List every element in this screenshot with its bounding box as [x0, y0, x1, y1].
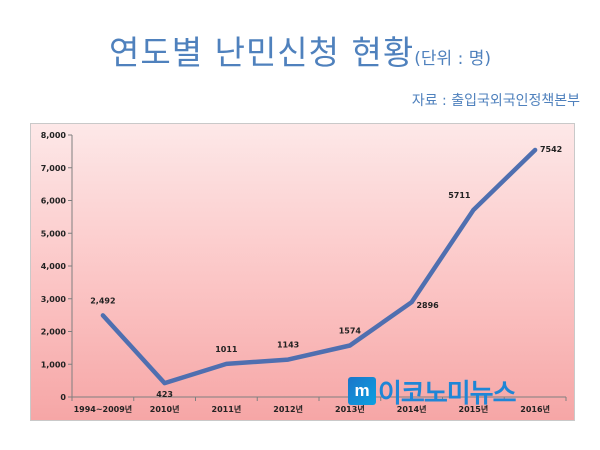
y-tick-label: 6,000	[41, 197, 67, 206]
y-tick-label: 5,000	[41, 229, 67, 238]
economy-news-logo-icon: m	[348, 377, 376, 405]
page-title: 연도별 난민신청 현황(단위 : 명)	[0, 26, 600, 74]
x-tick-label: 1994~2009년	[74, 404, 133, 414]
x-tick-label: 2013년	[335, 404, 365, 414]
x-tick-label: 2016년	[520, 404, 550, 414]
x-tick-label: 2015년	[459, 404, 489, 414]
y-tick-label: 8,000	[41, 131, 67, 140]
x-tick-label: 2011년	[212, 404, 242, 414]
data-label: 7542	[540, 145, 562, 154]
y-tick-label: 4,000	[41, 262, 67, 271]
watermark-text: 이코노미뉴스	[378, 378, 517, 409]
y-tick-label: 0	[60, 393, 66, 402]
data-label: 1011	[215, 345, 238, 354]
y-tick-label: 3,000	[41, 295, 67, 304]
chart-area: 0 1,000 2,000 3,000 4,000 5,000 6,000 7,000 8,00…	[30, 123, 575, 421]
x-tick-label: 2010년	[150, 404, 180, 414]
data-label: 2896	[416, 301, 439, 310]
y-tick-label: 2,000	[41, 328, 67, 337]
watermark: m 이코노미뉴스	[348, 376, 517, 409]
y-tick-label: 1,000	[41, 360, 67, 369]
data-label: 1143	[277, 341, 299, 350]
series-line	[100, 147, 538, 386]
data-label: 2,492	[90, 296, 115, 305]
data-label: 423	[156, 390, 173, 399]
unit-label: (단위 : 명)	[414, 49, 491, 69]
data-label: 5711	[448, 191, 471, 200]
line-chart: 0 1,000 2,000 3,000 4,000 5,000 6,000 7,000 8,00…	[41, 131, 567, 414]
data-label: 1574	[339, 326, 362, 335]
x-tick-label: 2014년	[397, 404, 427, 414]
title-text: 연도별 난민신청 현황	[109, 33, 415, 72]
x-tick-label: 2012년	[273, 404, 303, 414]
source-label: 자료 : 출입국외국인정책본부	[411, 93, 580, 109]
y-tick-label: 7,000	[41, 164, 67, 173]
